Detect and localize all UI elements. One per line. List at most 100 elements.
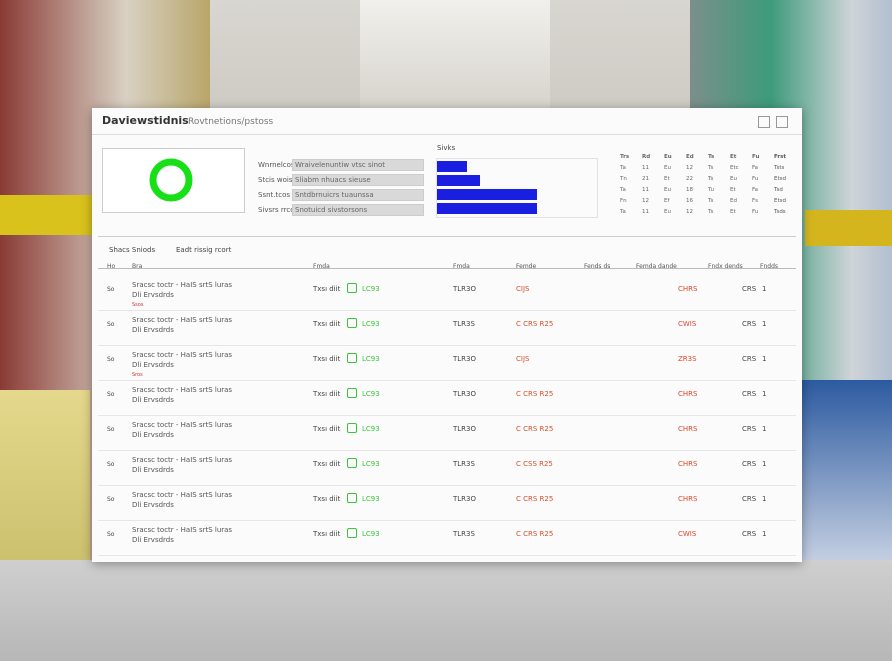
price: C CRS R25 (516, 425, 554, 433)
column-header: Fndds (760, 263, 778, 270)
price: CIJS (516, 285, 530, 293)
product-sub: Dli Ervsdrds (132, 466, 174, 474)
stock: Txsı diit (313, 460, 341, 468)
summary-value: Sntdbrnuicrs tuaunssa (292, 189, 424, 201)
product-sub: Dli Ervsdrds (132, 501, 174, 509)
bar (437, 189, 537, 200)
status-icon (347, 423, 357, 433)
product-sub: Dli Ervsdrds (132, 361, 174, 369)
grid-cell: Et (730, 209, 736, 215)
status-icon (347, 283, 357, 293)
grid-cell: 12 (686, 209, 693, 215)
row-divider (98, 345, 796, 346)
unit: CRS (742, 285, 757, 293)
status-card (102, 148, 245, 213)
grid-cell: Tsts (774, 165, 785, 171)
code: TLR3S (453, 320, 475, 328)
grid-cell: Eu (664, 187, 671, 193)
grid-cell: Ts (708, 154, 715, 160)
ceiling (360, 0, 550, 110)
price: C CRS R25 (516, 320, 554, 328)
grid-cell: Ta (620, 209, 626, 215)
tab[interactable]: Eadt rissig rcort (176, 246, 232, 254)
grid-cell: Ts (708, 209, 714, 215)
status-icon (347, 353, 357, 363)
grid-cell: Tu (708, 187, 715, 193)
grid-cell: Et (730, 154, 737, 160)
amount: CWIS (678, 320, 697, 328)
grid-cell: Ed (730, 198, 737, 204)
divider (98, 236, 796, 237)
status: LC93 (362, 355, 380, 363)
code: TLR3O (453, 425, 477, 433)
unit: CRS (742, 425, 757, 433)
grid-cell: 16 (686, 198, 693, 204)
column-header: Fmda (453, 263, 470, 270)
grid-cell: Fu (752, 154, 760, 160)
bars-frame (436, 158, 598, 218)
column-header: Ho (107, 263, 116, 270)
subtitle: Rovtnetions/pstoss (188, 117, 274, 127)
price: CIJS (516, 355, 530, 363)
beam-left (0, 195, 95, 235)
product-name: Sracsc toctr - HaIS srtS luras (132, 421, 233, 429)
status-ring (149, 158, 193, 202)
row-number: So (107, 356, 115, 363)
grid-cell: 11 (642, 209, 649, 215)
status: LC93 (362, 460, 380, 468)
grid-cell: Ts (708, 198, 714, 204)
grid-cell: Et (664, 176, 670, 182)
product-name: Sracsc toctr - HaIS srtS luras (132, 281, 233, 289)
quantity: 1 (762, 390, 767, 398)
grid-cell: Ts (708, 165, 714, 171)
grid-cell: 21 (642, 176, 649, 182)
grid-cell: Etc (730, 165, 739, 171)
stock: Txsı diit (313, 355, 341, 363)
row-divider (98, 485, 796, 486)
summary-label: Wnrnelcoss (258, 161, 299, 169)
amount: CHRS (678, 460, 698, 468)
amount: CHRS (678, 285, 698, 293)
grid-cell: Ts (708, 176, 714, 182)
unit: CRS (742, 355, 757, 363)
title: Daviewstidnis (102, 114, 189, 127)
window-button[interactable] (776, 116, 788, 128)
stock: Txsı diit (313, 320, 341, 328)
row-number: So (107, 496, 115, 503)
row-divider (98, 380, 796, 381)
code: TLR3O (453, 285, 477, 293)
grid-cell: Eu (664, 209, 671, 215)
status-icon (347, 528, 357, 538)
column-header: Femde (516, 263, 537, 270)
amount: CWIS (678, 530, 697, 538)
grid-cell: Trs (620, 154, 630, 160)
row-divider (98, 415, 796, 416)
grid-cell: 22 (686, 176, 693, 182)
grid-cell: 11 (642, 165, 649, 171)
column-header: Fends ds (584, 263, 611, 270)
bars-title: Sivks (437, 144, 456, 152)
boxes-left (0, 390, 90, 590)
dashboard-window: Daviewstidnis Rovtnetions/pstoss Wnrnelc… (92, 108, 802, 562)
window-button[interactable] (758, 116, 770, 128)
row-number: So (107, 391, 115, 398)
price: C CRS R25 (516, 495, 554, 503)
amount: CHRS (678, 390, 698, 398)
product-sub: Dli Ervsdrds (132, 396, 174, 404)
unit: CRS (742, 320, 757, 328)
quantity: 1 (762, 355, 767, 363)
code: TLR3O (453, 355, 477, 363)
row-divider (98, 450, 796, 451)
product-name: Sracsc toctr - HaIS srtS luras (132, 316, 233, 324)
amount: CHRS (678, 495, 698, 503)
tab[interactable]: Shacs Sniods (109, 246, 156, 254)
grid-cell: 12 (686, 165, 693, 171)
grid-cell: Ta (620, 187, 626, 193)
ring (149, 158, 193, 202)
summary-value: Sliabm nhuacs sieuse (292, 174, 424, 186)
status-icon (347, 458, 357, 468)
grid-cell: Fn (620, 198, 627, 204)
beam-right (805, 210, 892, 246)
row-number: So (107, 531, 115, 538)
status: LC93 (362, 285, 380, 293)
